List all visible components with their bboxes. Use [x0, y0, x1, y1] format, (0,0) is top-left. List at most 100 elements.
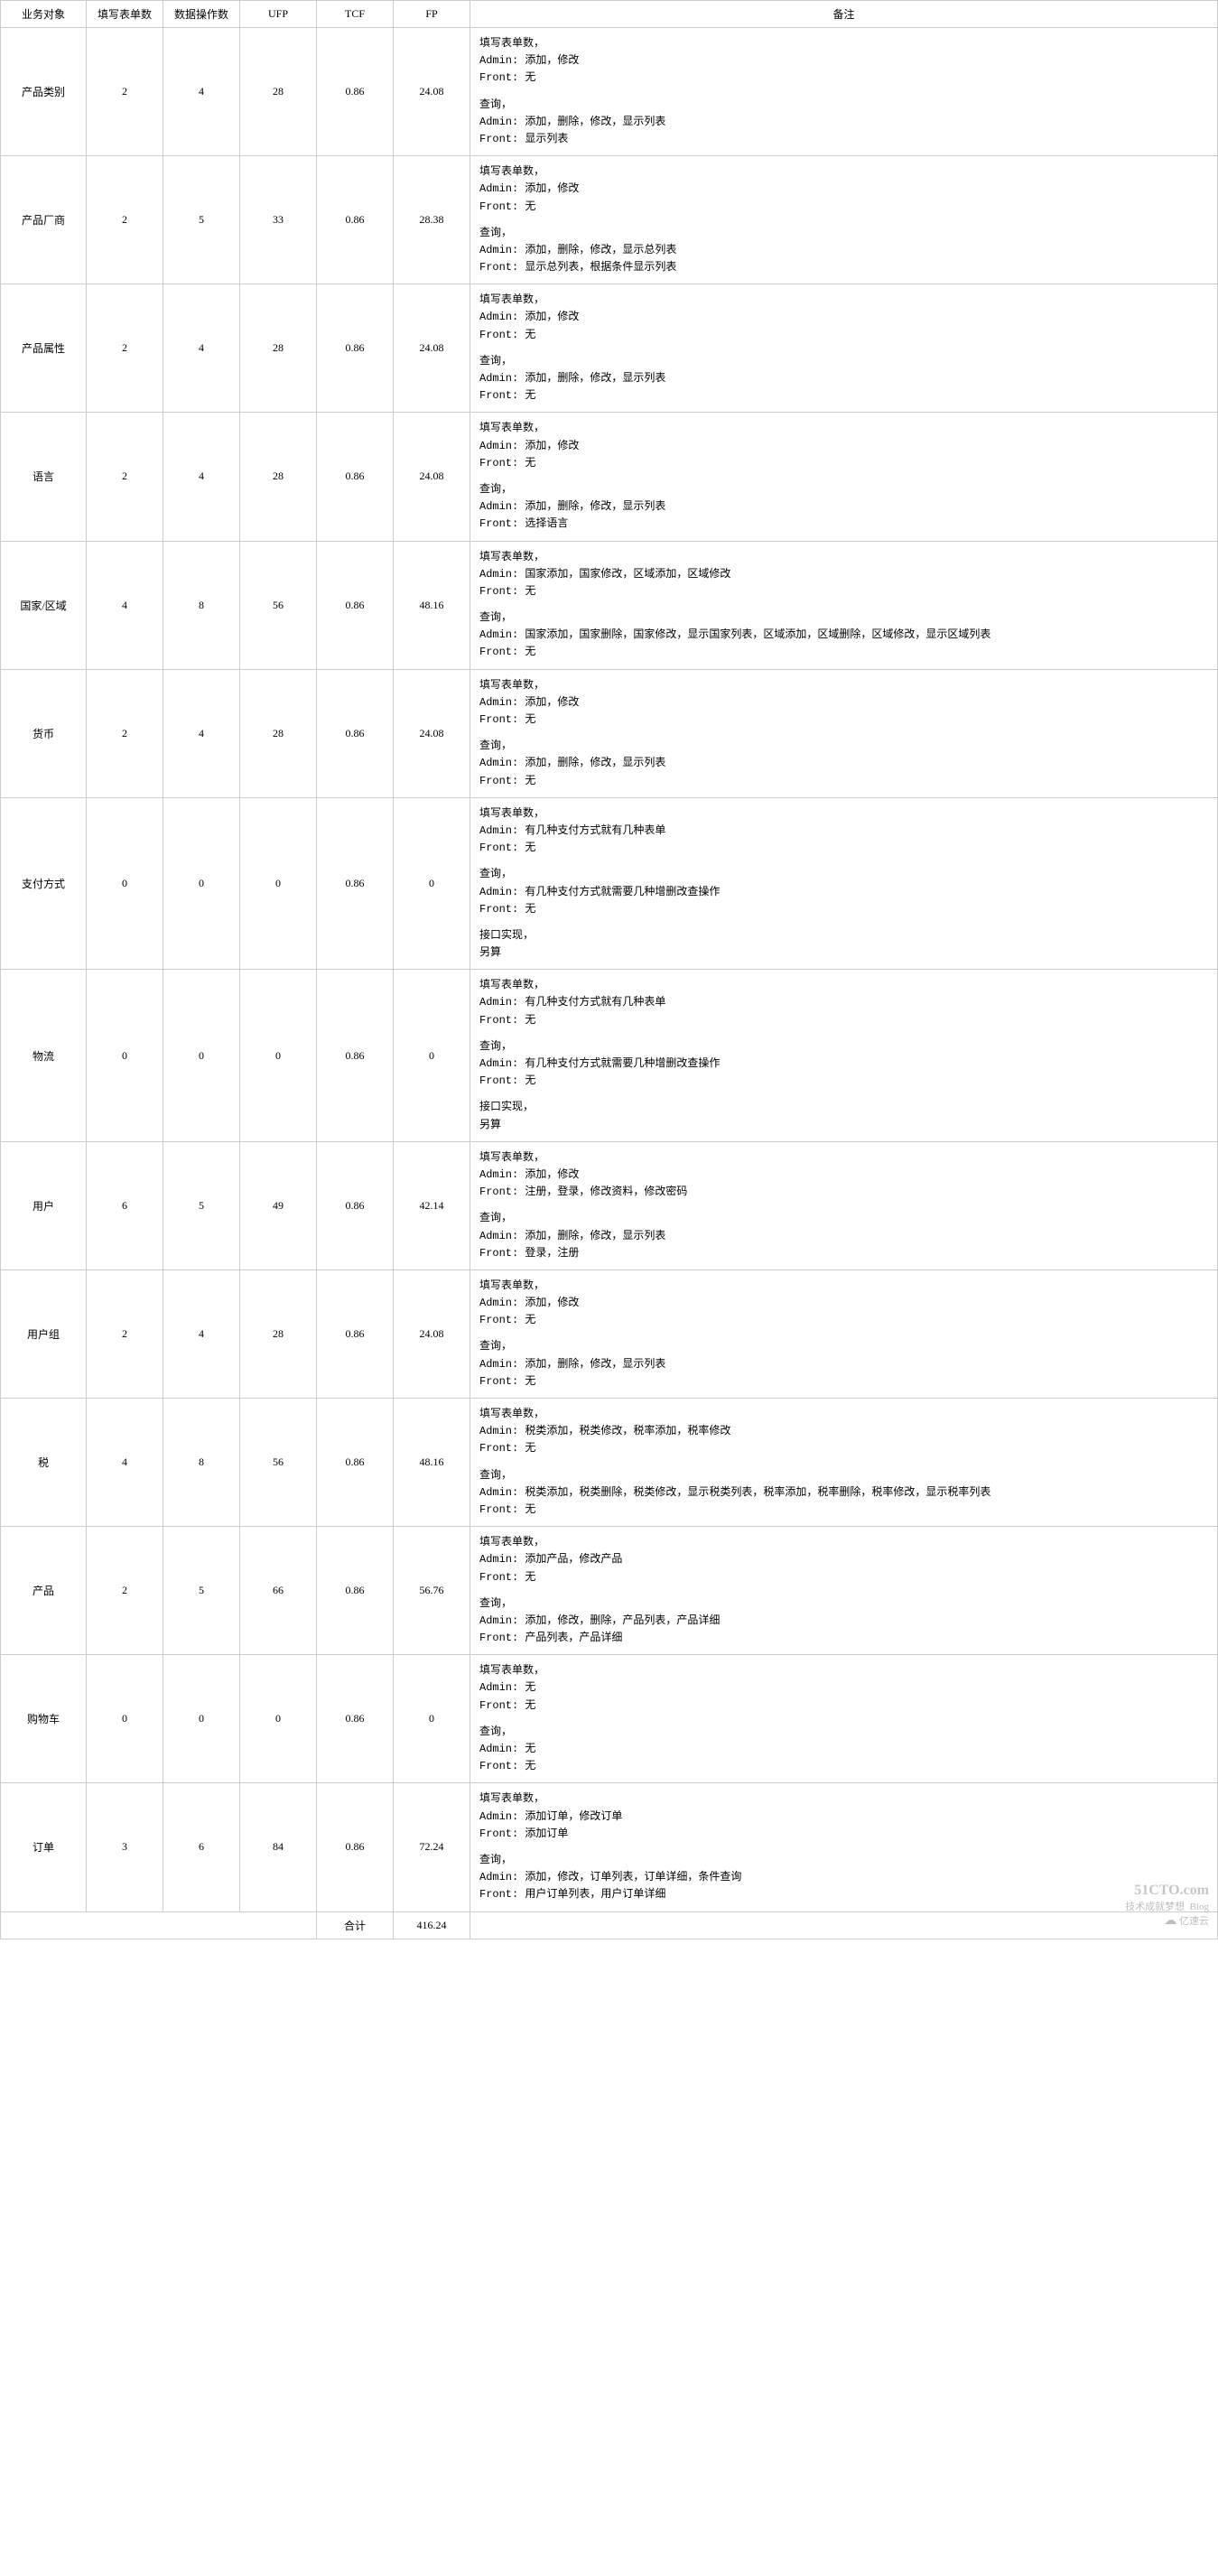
cell-ufp: 0	[240, 970, 317, 1142]
remark-paragraph: 查询，Admin: 添加，删除，修改，显示列表Front: 无	[479, 738, 1208, 790]
cell-tcf: 0.86	[317, 1655, 394, 1783]
remark-paragraph: 查询，Admin: 添加，删除，修改，显示列表Front: 登录，注册	[479, 1210, 1208, 1262]
table-row: 国家/区域48560.8648.16填写表单数，Admin: 国家添加，国家修改…	[1, 541, 1218, 669]
cell-remark: 填写表单数，Admin: 添加，修改Front: 无查询，Admin: 添加，删…	[470, 156, 1218, 284]
cell-fp: 24.08	[394, 413, 470, 541]
cell-data: 5	[163, 1141, 240, 1269]
cell-tcf: 0.86	[317, 970, 394, 1142]
cell-ufp: 0	[240, 1655, 317, 1783]
cell-obj: 用户	[1, 1141, 87, 1269]
cell-fp: 0	[394, 970, 470, 1142]
remark-paragraph: 查询，Admin: 税类添加，税类删除，税类修改，显示税类列表，税率添加，税率删…	[479, 1467, 1208, 1520]
remark-paragraph: 查询，Admin: 有几种支付方式就需要几种增删改查操作Front: 无	[479, 866, 1208, 918]
cell-remark: 填写表单数，Admin: 无Front: 无查询，Admin: 无Front: …	[470, 1655, 1218, 1783]
header-form: 填写表单数	[87, 1, 163, 28]
remark-paragraph: 填写表单数，Admin: 有几种支付方式就有几种表单Front: 无	[479, 805, 1208, 858]
remark-paragraph: 填写表单数，Admin: 添加，修改Front: 无	[479, 677, 1208, 730]
cell-fp: 24.08	[394, 669, 470, 797]
remark-paragraph: 查询，Admin: 添加，删除，修改，显示列表Front: 选择语言	[479, 481, 1208, 534]
remark-paragraph: 接口实现，另算	[479, 1099, 1208, 1133]
remark-paragraph: 查询，Admin: 有几种支付方式就需要几种增删改查操作Front: 无	[479, 1038, 1208, 1091]
cell-tcf: 0.86	[317, 797, 394, 970]
cell-obj: 国家/区域	[1, 541, 87, 669]
cell-tcf: 0.86	[317, 1399, 394, 1527]
remark-paragraph: 查询，Admin: 添加，删除，修改，显示列表Front: 无	[479, 1338, 1208, 1390]
remark-paragraph: 查询，Admin: 添加，修改，订单列表，订单详细，条件查询Front: 用户订…	[479, 1852, 1208, 1904]
cell-remark: 填写表单数，Admin: 添加订单，修改订单Front: 添加订单查询，Admi…	[470, 1783, 1218, 1911]
cell-obj: 物流	[1, 970, 87, 1142]
cell-remark: 填写表单数，Admin: 有几种支付方式就有几种表单Front: 无查询，Adm…	[470, 797, 1218, 970]
cell-form: 4	[87, 541, 163, 669]
remark-paragraph: 填写表单数，Admin: 添加，修改Front: 无	[479, 35, 1208, 88]
remark-paragraph: 查询，Admin: 添加，删除，修改，显示总列表Front: 显示总列表，根据条…	[479, 225, 1208, 277]
cell-fp: 0	[394, 1655, 470, 1783]
cell-form: 2	[87, 1269, 163, 1398]
cell-data: 0	[163, 797, 240, 970]
cell-form: 4	[87, 1399, 163, 1527]
cell-obj: 用户组	[1, 1269, 87, 1398]
table-header-row: 业务对象 填写表单数 数据操作数 UFP TCF FP 备注	[1, 1, 1218, 28]
remark-paragraph: 接口实现，另算	[479, 927, 1208, 962]
cell-obj: 产品属性	[1, 284, 87, 413]
cell-tcf: 0.86	[317, 1783, 394, 1911]
cell-data: 0	[163, 1655, 240, 1783]
cell-ufp: 66	[240, 1527, 317, 1655]
remark-paragraph: 填写表单数，Admin: 添加产品，修改产品Front: 无	[479, 1534, 1208, 1586]
cell-data: 6	[163, 1783, 240, 1911]
footer-total-label: 合计	[317, 1911, 394, 1939]
table-row: 产品属性24280.8624.08填写表单数，Admin: 添加，修改Front…	[1, 284, 1218, 413]
cell-remark: 填写表单数，Admin: 添加，修改Front: 无查询，Admin: 添加，删…	[470, 413, 1218, 541]
cell-fp: 56.76	[394, 1527, 470, 1655]
cell-fp: 0	[394, 797, 470, 970]
cell-tcf: 0.86	[317, 1527, 394, 1655]
cell-form: 2	[87, 669, 163, 797]
cell-obj: 产品厂商	[1, 156, 87, 284]
cell-data: 5	[163, 156, 240, 284]
header-rem: 备注	[470, 1, 1218, 28]
cell-obj: 货币	[1, 669, 87, 797]
cell-form: 2	[87, 284, 163, 413]
remark-paragraph: 查询，Admin: 添加，删除，修改，显示列表Front: 显示列表	[479, 97, 1208, 149]
cell-tcf: 0.86	[317, 669, 394, 797]
cell-remark: 填写表单数，Admin: 添加，修改Front: 无查询，Admin: 添加，删…	[470, 28, 1218, 156]
cell-obj: 购物车	[1, 1655, 87, 1783]
cell-ufp: 56	[240, 541, 317, 669]
cell-obj: 支付方式	[1, 797, 87, 970]
cell-ufp: 28	[240, 284, 317, 413]
cell-form: 0	[87, 970, 163, 1142]
header-data: 数据操作数	[163, 1, 240, 28]
table-footer-row: 合计 416.24	[1, 1911, 1218, 1939]
table-row: 语言24280.8624.08填写表单数，Admin: 添加，修改Front: …	[1, 413, 1218, 541]
table-row: 物流0000.860填写表单数，Admin: 有几种支付方式就有几种表单Fron…	[1, 970, 1218, 1142]
cell-form: 2	[87, 1527, 163, 1655]
cell-tcf: 0.86	[317, 1141, 394, 1269]
table-row: 用户65490.8642.14填写表单数，Admin: 添加，修改Front: …	[1, 1141, 1218, 1269]
remark-paragraph: 查询，Admin: 添加，修改，删除，产品列表，产品详细Front: 产品列表，…	[479, 1595, 1208, 1648]
remark-paragraph: 填写表单数，Admin: 添加，修改Front: 无	[479, 1278, 1208, 1330]
cell-form: 3	[87, 1783, 163, 1911]
cell-data: 4	[163, 28, 240, 156]
cell-ufp: 28	[240, 413, 317, 541]
cell-ufp: 28	[240, 1269, 317, 1398]
header-fp: FP	[394, 1, 470, 28]
table-row: 产品厂商25330.8628.38填写表单数，Admin: 添加，修改Front…	[1, 156, 1218, 284]
cell-obj: 语言	[1, 413, 87, 541]
cell-remark: 填写表单数，Admin: 国家添加，国家修改，区域添加，区域修改Front: 无…	[470, 541, 1218, 669]
cell-remark: 填写表单数，Admin: 有几种支付方式就有几种表单Front: 无查询，Adm…	[470, 970, 1218, 1142]
cell-tcf: 0.86	[317, 413, 394, 541]
cell-data: 4	[163, 284, 240, 413]
cell-data: 4	[163, 413, 240, 541]
cell-fp: 48.16	[394, 1399, 470, 1527]
table-row: 购物车0000.860填写表单数，Admin: 无Front: 无查询，Admi…	[1, 1655, 1218, 1783]
remark-paragraph: 查询，Admin: 无Front: 无	[479, 1724, 1208, 1776]
cell-data: 8	[163, 541, 240, 669]
cell-data: 4	[163, 1269, 240, 1398]
footer-total-fp: 416.24	[394, 1911, 470, 1939]
header-tcf: TCF	[317, 1, 394, 28]
table-row: 产品25660.8656.76填写表单数，Admin: 添加产品，修改产品Fro…	[1, 1527, 1218, 1655]
cell-tcf: 0.86	[317, 1269, 394, 1398]
header-ufp: UFP	[240, 1, 317, 28]
cell-tcf: 0.86	[317, 284, 394, 413]
cell-fp: 24.08	[394, 1269, 470, 1398]
cell-remark: 填写表单数，Admin: 添加，修改Front: 无查询，Admin: 添加，删…	[470, 1269, 1218, 1398]
